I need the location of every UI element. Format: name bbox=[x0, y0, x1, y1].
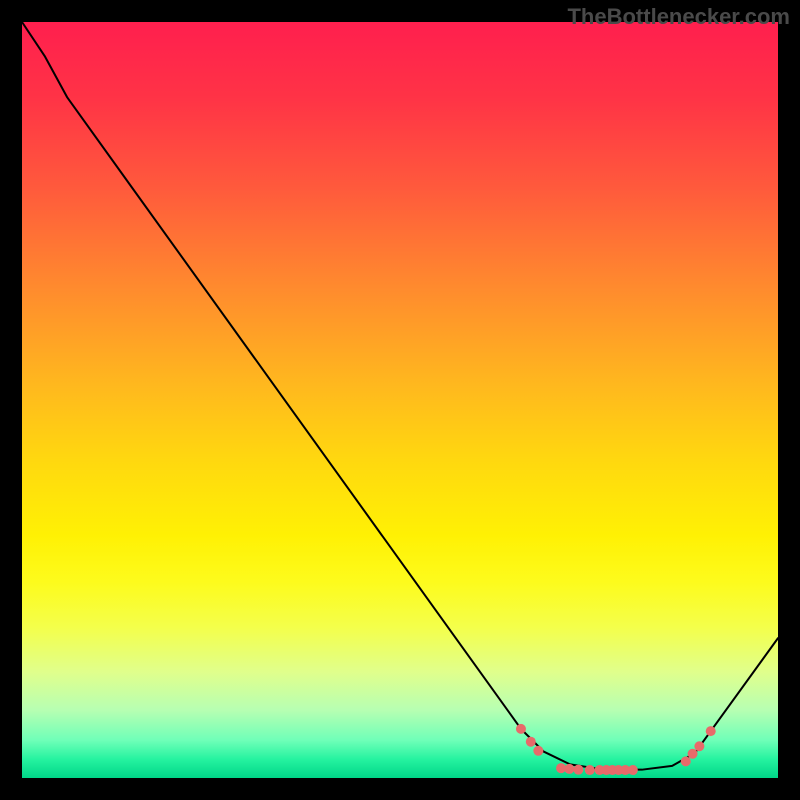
chart-root: TheBottlenecker.com bbox=[0, 0, 800, 800]
bottleneck-curve-chart bbox=[0, 0, 800, 800]
curve-marker bbox=[585, 765, 595, 775]
curve-marker bbox=[688, 749, 698, 759]
curve-marker bbox=[681, 756, 691, 766]
curve-marker bbox=[533, 746, 543, 756]
curve-marker bbox=[516, 724, 526, 734]
curve-marker bbox=[628, 765, 638, 775]
curve-marker bbox=[573, 765, 583, 775]
plot-background bbox=[22, 22, 778, 778]
curve-marker bbox=[526, 737, 536, 747]
curve-marker bbox=[694, 741, 704, 751]
curve-marker bbox=[564, 764, 574, 774]
curve-marker bbox=[706, 726, 716, 736]
